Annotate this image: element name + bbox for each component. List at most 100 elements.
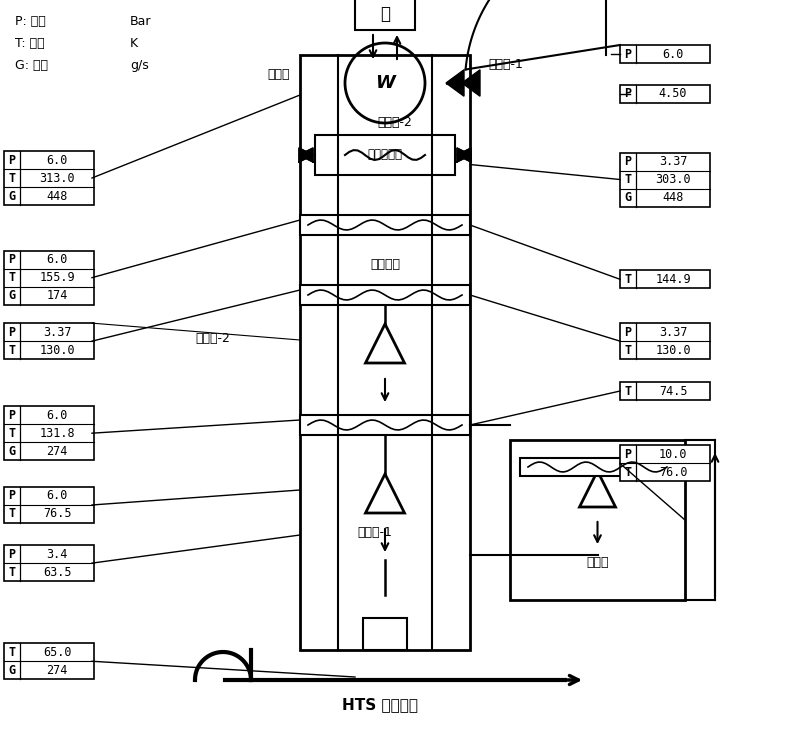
Text: 6.0: 6.0 — [46, 153, 68, 167]
Bar — [4, 545, 94, 581]
Text: P: P — [9, 253, 15, 267]
Text: P: P — [625, 87, 631, 100]
Text: 131.8: 131.8 — [39, 427, 75, 439]
Text: 274: 274 — [46, 664, 68, 676]
Text: 155.9: 155.9 — [39, 271, 75, 284]
Text: G: G — [9, 190, 15, 202]
Text: P: P — [625, 155, 631, 168]
Polygon shape — [299, 148, 313, 162]
Bar — [363, 618, 407, 650]
Text: 渦轮机-2: 渦轮机-2 — [195, 331, 230, 344]
Bar — [620, 445, 710, 482]
Text: 448: 448 — [46, 190, 68, 202]
Bar — [520, 458, 675, 476]
Text: 3.37: 3.37 — [42, 325, 71, 339]
Text: P: P — [625, 448, 631, 461]
Text: 74.5: 74.5 — [658, 384, 687, 398]
Text: T: T — [9, 271, 15, 284]
Text: G: G — [9, 445, 15, 458]
Text: T: T — [625, 466, 631, 479]
Bar — [4, 406, 94, 461]
Bar — [300, 55, 470, 650]
Text: G: G — [9, 664, 15, 676]
Bar — [620, 323, 710, 359]
Text: 水: 水 — [380, 5, 390, 23]
Text: 144.9: 144.9 — [655, 273, 691, 286]
Text: 63.5: 63.5 — [42, 565, 71, 578]
Text: 6.0: 6.0 — [662, 48, 684, 61]
Bar — [620, 153, 710, 207]
Bar — [300, 285, 470, 305]
Text: 3.4: 3.4 — [46, 547, 68, 561]
Text: 448: 448 — [662, 191, 684, 204]
Text: 热交换器: 热交换器 — [370, 258, 400, 272]
Text: T: T — [9, 565, 15, 578]
Polygon shape — [446, 69, 464, 96]
Bar — [620, 45, 710, 63]
Text: 130.0: 130.0 — [39, 344, 75, 356]
Polygon shape — [299, 148, 313, 162]
Text: 4.50: 4.50 — [658, 87, 687, 100]
Text: T: T — [625, 273, 631, 286]
Text: P: P — [9, 489, 15, 503]
Bar — [620, 85, 710, 103]
Text: 274: 274 — [46, 445, 68, 458]
Bar — [620, 270, 710, 288]
Polygon shape — [366, 324, 405, 363]
Text: g/s: g/s — [130, 59, 149, 72]
Bar — [300, 215, 470, 235]
Bar — [4, 487, 94, 523]
Bar — [4, 251, 94, 305]
Text: Bar: Bar — [130, 15, 151, 28]
Bar — [620, 382, 710, 400]
Text: P: P — [9, 325, 15, 339]
Bar — [4, 323, 94, 359]
Text: G: 流速: G: 流速 — [15, 59, 48, 72]
Bar — [355, 0, 415, 30]
Text: T: T — [625, 384, 631, 398]
Text: 65.0: 65.0 — [42, 646, 71, 659]
Polygon shape — [366, 474, 405, 513]
Text: 6.0: 6.0 — [46, 253, 68, 267]
Text: 6.0: 6.0 — [46, 489, 68, 503]
Text: T: T — [9, 171, 15, 184]
Text: K: K — [130, 37, 138, 50]
Text: 76.5: 76.5 — [42, 507, 71, 520]
Text: 压缩机-2: 压缩机-2 — [378, 116, 413, 128]
Bar — [510, 440, 685, 600]
Text: 3.37: 3.37 — [658, 325, 687, 339]
Text: 313.0: 313.0 — [39, 171, 75, 184]
Text: T: T — [9, 646, 15, 659]
Text: T: T — [9, 344, 15, 356]
Bar — [300, 415, 470, 435]
Text: T: 温度: T: 温度 — [15, 37, 45, 50]
Text: 循环泵: 循环泵 — [586, 556, 609, 569]
Text: P: P — [9, 408, 15, 422]
Text: 130.0: 130.0 — [655, 344, 691, 356]
Text: 压力控制符: 压力控制符 — [367, 149, 402, 162]
Text: HTS 电力电缆: HTS 电力电缆 — [342, 698, 418, 713]
Text: 303.0: 303.0 — [655, 173, 691, 186]
Text: 6.0: 6.0 — [46, 408, 68, 422]
Text: 10.0: 10.0 — [658, 448, 687, 461]
Text: W: W — [375, 74, 395, 92]
Polygon shape — [579, 471, 615, 507]
Bar — [4, 151, 94, 205]
Text: G: G — [625, 191, 631, 204]
Text: 渦轮机-1: 渦轮机-1 — [358, 526, 393, 540]
Text: P: P — [625, 48, 631, 61]
Text: T: T — [9, 507, 15, 520]
Text: T: T — [625, 344, 631, 356]
Polygon shape — [462, 69, 480, 96]
Text: T: T — [9, 427, 15, 439]
Text: P: P — [625, 325, 631, 339]
Text: T: T — [625, 173, 631, 186]
Text: 压缩机-1: 压缩机-1 — [488, 58, 523, 72]
Text: 174: 174 — [46, 289, 68, 302]
Text: P: P — [9, 153, 15, 167]
Bar — [315, 135, 455, 175]
Text: P: 压力: P: 压力 — [15, 15, 46, 28]
Polygon shape — [457, 148, 471, 162]
Text: G: G — [9, 289, 15, 302]
Bar — [4, 643, 94, 680]
